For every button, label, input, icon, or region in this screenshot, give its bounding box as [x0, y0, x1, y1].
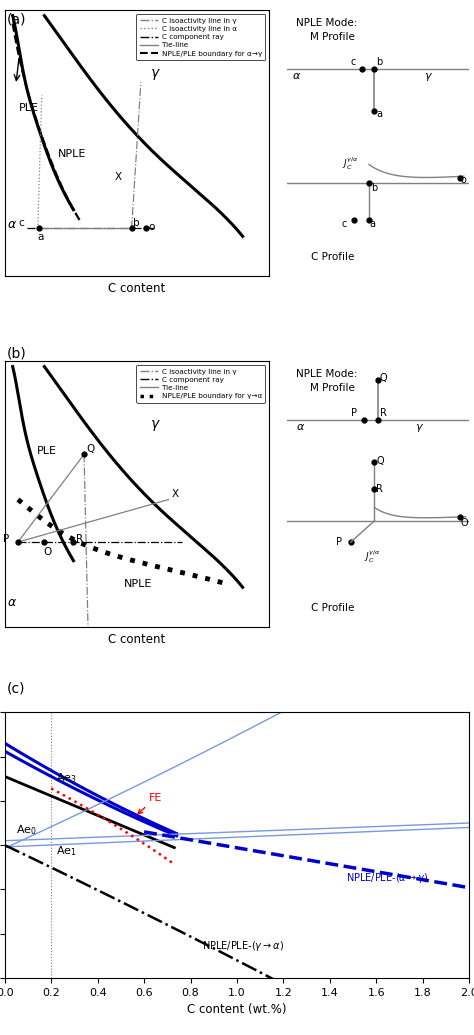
- Text: P: P: [351, 408, 357, 418]
- Text: NPLE/PLE-($\alpha\rightarrow\gamma$): NPLE/PLE-($\alpha\rightarrow\gamma$): [346, 871, 428, 886]
- Text: R: R: [76, 534, 83, 544]
- X-axis label: C content: C content: [108, 632, 165, 646]
- Text: X: X: [114, 173, 121, 182]
- Text: R: R: [376, 483, 383, 494]
- Text: NPLE: NPLE: [124, 580, 152, 589]
- Text: (a): (a): [7, 12, 27, 27]
- Text: (c): (c): [7, 681, 26, 696]
- Text: C Profile: C Profile: [311, 603, 354, 613]
- X-axis label: C content: C content: [108, 282, 165, 295]
- Text: $\gamma$: $\gamma$: [415, 422, 424, 435]
- Text: NPLE Mode:: NPLE Mode:: [296, 369, 357, 379]
- Text: Q: Q: [380, 374, 388, 383]
- Text: PLE: PLE: [19, 104, 39, 114]
- X-axis label: C content (wt.%): C content (wt.%): [187, 1003, 287, 1016]
- Text: O: O: [43, 548, 51, 558]
- Text: (b): (b): [7, 347, 27, 361]
- Text: $\alpha$: $\alpha$: [8, 596, 18, 609]
- Text: a: a: [376, 109, 383, 119]
- Text: R: R: [380, 408, 387, 418]
- Text: FE: FE: [138, 793, 162, 814]
- Text: a: a: [37, 232, 43, 242]
- Text: Ae$_1$: Ae$_1$: [56, 844, 77, 858]
- Text: Q: Q: [376, 455, 384, 466]
- Text: c: c: [342, 219, 347, 229]
- Text: Ae$_0$: Ae$_0$: [16, 823, 37, 837]
- Text: Q: Q: [87, 444, 95, 453]
- Text: O: O: [460, 519, 468, 528]
- Text: $\gamma$: $\gamma$: [150, 418, 161, 433]
- Text: $\gamma$: $\gamma$: [424, 71, 433, 84]
- Text: c: c: [18, 217, 24, 228]
- Legend: C isoactivity line in γ, C component ray, Tie-line, NPLE/PLE boundary for γ→α: C isoactivity line in γ, C component ray…: [137, 365, 265, 403]
- Text: C Profile: C Profile: [311, 253, 354, 262]
- Text: $\alpha$: $\alpha$: [296, 422, 305, 433]
- Text: c: c: [351, 57, 356, 67]
- Legend: C isoactivity line in γ, C isoactivity line in α, C component ray, Tie-line, NPL: C isoactivity line in γ, C isoactivity l…: [137, 13, 265, 60]
- Text: NPLE Mode:: NPLE Mode:: [296, 19, 357, 28]
- Text: Ae$_3$: Ae$_3$: [56, 771, 77, 785]
- Text: PLE: PLE: [36, 446, 56, 456]
- Text: $\alpha$: $\alpha$: [292, 71, 301, 82]
- Text: P: P: [3, 534, 9, 544]
- Text: M Profile: M Profile: [310, 32, 355, 41]
- Text: M Profile: M Profile: [310, 383, 355, 392]
- Text: NPLE/PLE-($\gamma\rightarrow\alpha$): NPLE/PLE-($\gamma\rightarrow\alpha$): [202, 940, 284, 953]
- Text: b: b: [133, 217, 139, 228]
- Text: $J_C^{\gamma/\alpha}$: $J_C^{\gamma/\alpha}$: [364, 549, 380, 565]
- Text: P: P: [336, 537, 342, 546]
- Text: b: b: [371, 183, 377, 194]
- Text: a: a: [369, 219, 375, 229]
- Text: $\alpha$: $\alpha$: [8, 218, 18, 232]
- Text: o: o: [460, 175, 466, 185]
- Text: X: X: [171, 489, 178, 499]
- Text: $J_C^{\gamma/\alpha}$: $J_C^{\gamma/\alpha}$: [342, 155, 358, 172]
- Text: o: o: [149, 221, 155, 232]
- Text: NPLE: NPLE: [58, 149, 86, 158]
- Text: $\gamma$: $\gamma$: [150, 67, 161, 82]
- Text: b: b: [376, 57, 383, 67]
